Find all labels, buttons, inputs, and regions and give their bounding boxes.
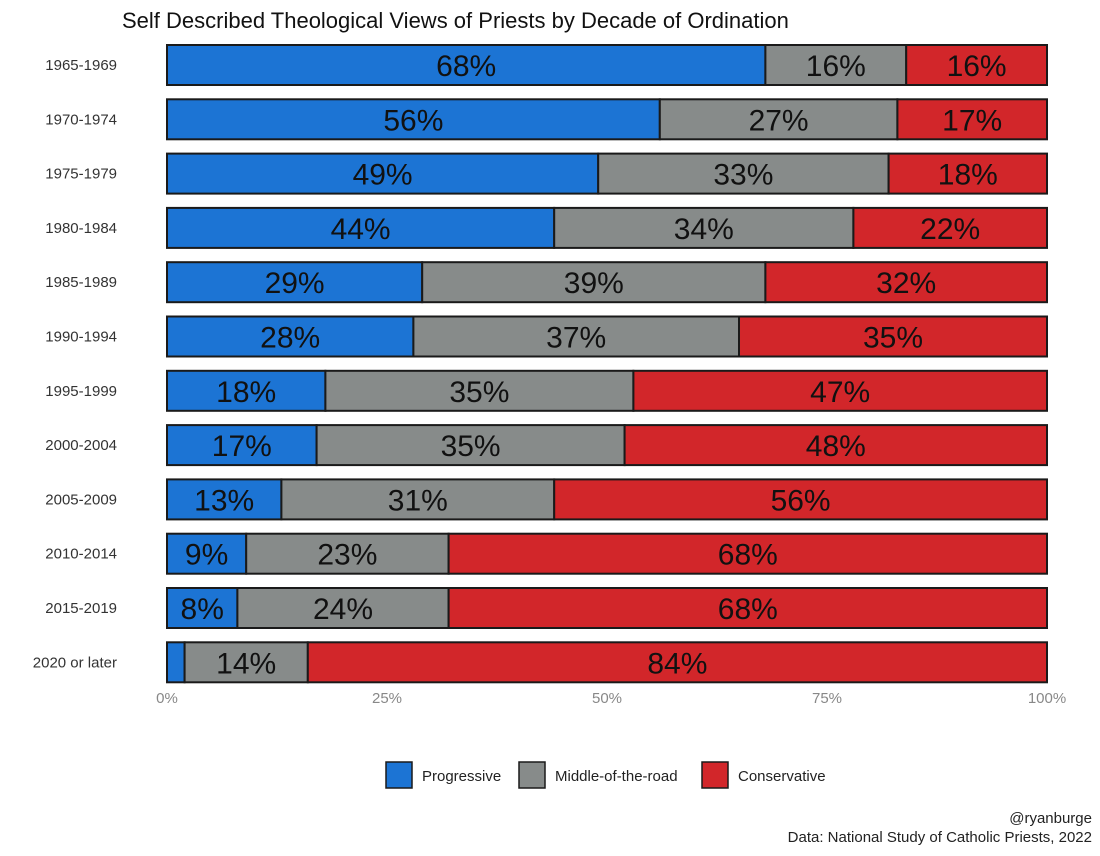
segment-value-label: 22%: [920, 213, 980, 246]
bar-segment: [166, 587, 239, 629]
segment-value-label: 47%: [810, 376, 870, 409]
segment-value-label: 33%: [713, 159, 773, 192]
x-tick-label: 0%: [156, 690, 178, 707]
bar-segment: [658, 98, 899, 141]
segment-value-label: 35%: [863, 322, 923, 355]
bar-segment: [166, 152, 600, 195]
segment-value-label: 17%: [212, 430, 272, 463]
bar-segment: [887, 152, 1048, 195]
bar-segment: [597, 152, 890, 195]
segment-value-label: 27%: [749, 104, 809, 137]
bar-segment: [412, 315, 740, 358]
segment-value-label: 32%: [876, 267, 936, 300]
segment-value-label: 9%: [185, 539, 228, 572]
bar-segment: [553, 478, 1048, 521]
category-label: 1975-1979: [45, 166, 117, 183]
bar-segment: [852, 206, 1049, 249]
category-label: 1990-1994: [45, 329, 117, 346]
category-label: 1970-1974: [45, 111, 117, 128]
bar-segment: [306, 641, 1048, 684]
legend-label: Conservative: [738, 768, 826, 785]
bar-segment: [166, 478, 283, 521]
bar-segment: [896, 98, 1049, 141]
segment-value-label: 18%: [938, 159, 998, 192]
category-label: 1980-1984: [45, 220, 117, 237]
segment-value-label: 68%: [718, 539, 778, 572]
bar-segment: [166, 44, 767, 86]
bar-segment: [245, 532, 450, 575]
segment-value-label: 48%: [806, 430, 866, 463]
category-label: 2005-2009: [45, 491, 117, 508]
x-tick-label: 25%: [372, 690, 402, 707]
legend: Progressive Middle-of-the-road Conservativ…: [385, 761, 826, 789]
segment-value-label: 28%: [260, 322, 320, 355]
segment-value-label: 39%: [564, 267, 624, 300]
segment-value-label: 13%: [194, 484, 254, 517]
chart-title: Self Described Theological Views of Prie…: [122, 8, 789, 33]
segment-value-label: 8%: [181, 593, 224, 626]
caption-author: @ryanburge: [1009, 810, 1092, 827]
segment-value-label: 44%: [331, 213, 391, 246]
legend-swatch: [385, 761, 413, 789]
segment-value-label: 16%: [806, 50, 866, 83]
segment-value-label: 23%: [317, 539, 377, 572]
bar-segment: [764, 261, 1049, 304]
bar-segment: [738, 315, 1048, 358]
legend-swatch: [518, 761, 546, 789]
segment-value-label: 14%: [216, 647, 276, 680]
category-label: 2010-2014: [45, 546, 117, 563]
category-label: 1985-1989: [45, 274, 117, 291]
bar-segment: [166, 424, 318, 467]
x-axis: 0% 25% 50% 75% 100%: [156, 690, 1066, 707]
segment-value-label: 17%: [942, 104, 1002, 137]
bar-segment: [623, 424, 1048, 467]
segment-value-label: 49%: [353, 159, 413, 192]
bar-segment: [166, 369, 327, 412]
bar-segment: [447, 587, 1049, 629]
bar-segment: [166, 261, 424, 304]
segment-value-label: 68%: [718, 593, 778, 626]
category-label: 2000-2004: [45, 437, 117, 454]
segment-value-label: 68%: [436, 50, 496, 83]
segment-value-label: 35%: [441, 430, 501, 463]
bar-segment: [447, 532, 1049, 575]
segment-value-label: 37%: [546, 322, 606, 355]
x-tick-label: 100%: [1028, 690, 1066, 707]
segment-value-label: 16%: [947, 50, 1007, 83]
bar-segment: [421, 261, 767, 304]
x-tick-label: 75%: [812, 690, 842, 707]
x-tick-label: 50%: [592, 690, 622, 707]
bar-segment: [183, 641, 309, 684]
bar-segment: [166, 641, 186, 684]
segment-value-label: 29%: [265, 267, 325, 300]
category-label: 2015-2019: [45, 600, 117, 617]
bar-segment: [166, 206, 556, 249]
category-label: 2020 or later: [33, 654, 117, 671]
segment-value-label: 18%: [216, 376, 276, 409]
category-label: 1995-1999: [45, 383, 117, 400]
segment-value-label: 24%: [313, 593, 373, 626]
bar-segment: [166, 315, 415, 358]
category-label: 1965-1969: [45, 57, 117, 74]
bar-segment: [632, 369, 1049, 412]
segment-value-label: 84%: [647, 647, 707, 680]
segment-value-label: 35%: [449, 376, 509, 409]
bar-segment: [324, 369, 635, 412]
bar-segment: [764, 44, 908, 86]
bars: 1965-1969 68% 16% 16% 1970-1974 56% 27% 17% 1975…: [33, 44, 1049, 684]
legend-label: Progressive: [422, 768, 501, 785]
bar-segment: [166, 532, 248, 575]
segment-value-label: 56%: [383, 104, 443, 137]
segment-value-label: 34%: [674, 213, 734, 246]
bar-segment: [905, 44, 1049, 86]
bar-segment: [315, 424, 626, 467]
legend-label: Middle-of-the-road: [555, 768, 678, 785]
segment-value-label: 31%: [388, 484, 448, 517]
legend-swatch: [701, 761, 729, 789]
segment-value-label: 56%: [771, 484, 831, 517]
caption-source: Data: National Study of Catholic Priests…: [788, 829, 1092, 846]
